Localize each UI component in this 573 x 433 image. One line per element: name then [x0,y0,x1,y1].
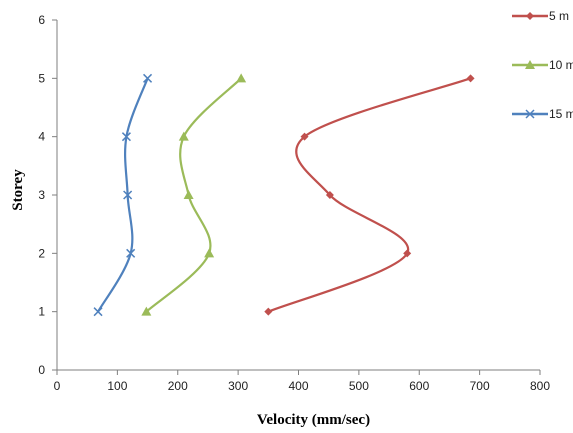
data-point-15-m [143,73,153,83]
y-tick-label: 3 [38,188,45,202]
y-tick-label: 6 [38,13,45,27]
tick-labels: 0 100 200 300 400 500 600 700 800 0 1 2 3 4 5 6 [38,13,550,393]
y-tick-label: 2 [38,246,45,260]
data-point-15-m [93,307,103,317]
y-axis-title: Storey [10,169,26,211]
legend-label: 15 m [549,107,573,121]
legend-marker [525,109,535,119]
series-layer [93,73,475,317]
x-tick-label: 0 [54,379,61,393]
legend-label: 10 m [549,58,573,72]
axes [52,19,541,375]
data-point-10-m [178,131,189,141]
legend-marker [525,60,535,69]
data-point-5-m [264,307,273,316]
legend-label: 5 m [549,9,569,23]
data-point-15-m [126,248,136,258]
x-tick-label: 700 [470,379,490,393]
legend-item-5-m: 5 m [512,9,569,23]
series-10-m [141,73,247,316]
data-point-5-m [300,132,309,141]
data-point-10-m [183,190,194,199]
x-tick-label: 800 [530,379,550,393]
data-point-10-m [204,248,215,258]
series-line-5-m [267,77,471,313]
data-point-5-m [325,191,334,199]
data-point-5-m [466,74,475,83]
series-line-10-m [145,77,242,313]
series-15-m [93,73,153,317]
legend-marker [526,12,534,20]
data-point-15-m [123,190,133,200]
legend-item-15-m: 15 m [512,107,573,121]
x-tick-label: 500 [349,379,369,393]
data-point-15-m [121,132,131,142]
x-tick-label: 600 [409,379,429,393]
y-tick-label: 1 [38,305,45,319]
legend-item-10-m: 10 m [512,58,573,72]
x-axis-title: Velocity (mm/sec) [257,412,370,428]
series-5-m [264,74,475,316]
x-tick-label: 100 [107,379,127,393]
x-tick-label: 200 [168,379,188,393]
legend: 5 m 10 m 15 m [512,9,573,121]
y-tick-label: 4 [38,130,45,144]
data-point-10-m [236,73,247,83]
data-point-10-m [141,306,152,316]
x-tick-label: 300 [228,379,248,393]
y-tick-label: 0 [38,363,45,377]
y-tick-label: 5 [38,71,45,85]
x-tick-label: 400 [288,379,308,393]
data-point-5-m [403,249,412,258]
series-line-15-m [97,77,149,313]
